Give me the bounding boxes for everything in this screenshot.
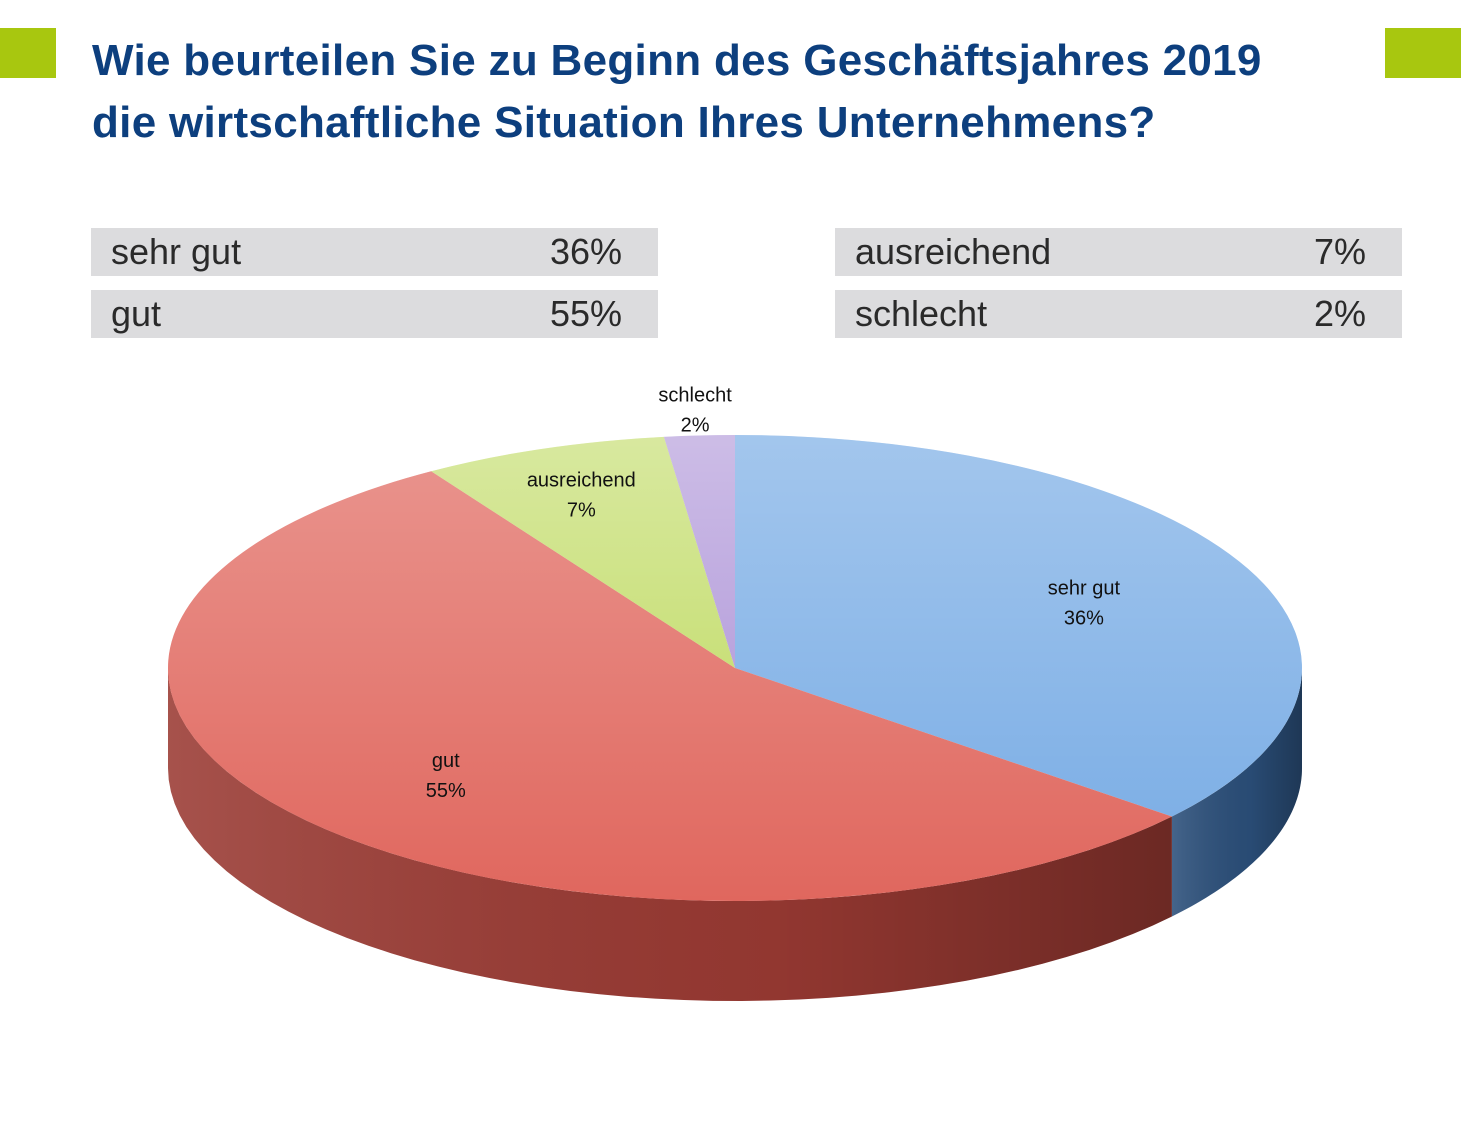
- title-line-2: die wirtschaftliche Situation Ihres Unte…: [92, 98, 1156, 147]
- data-label-category: gut: [432, 750, 460, 772]
- legend-item-schlecht: schlecht 2%: [835, 290, 1402, 338]
- legend-label: gut: [111, 293, 162, 334]
- chart-title: Wie beurteilen Sie zu Beginn des Geschäf…: [92, 30, 1382, 154]
- data-label-percent: 2%: [681, 415, 710, 437]
- pie-chart: sehr gut 36% gut 55% ausreichend 7% schlecht 2%: [168, 385, 1302, 1001]
- accent-bar-left: [0, 28, 56, 78]
- legend-label: ausreichend: [855, 231, 1052, 272]
- title-line-1: Wie beurteilen Sie zu Beginn des Geschäf…: [92, 36, 1262, 85]
- pie-slice-gloss-ausreichend: [431, 436, 735, 668]
- data-label-category: sehr gut: [1048, 578, 1121, 600]
- legend-value: 55%: [549, 293, 622, 334]
- data-label-ausreichend: ausreichend 7%: [527, 470, 636, 522]
- legend-label: schlecht: [855, 293, 988, 334]
- data-label-category: ausreichend: [527, 470, 636, 492]
- pie-slice-gloss-sehr-gut: [735, 435, 1302, 817]
- data-label-sehr-gut: sehr gut 36%: [1048, 578, 1121, 630]
- legend-label: sehr gut: [111, 231, 242, 272]
- pie-slice-gloss-gut: [168, 471, 1172, 901]
- data-label-percent: 7%: [567, 500, 596, 522]
- data-label-category: schlecht: [658, 385, 732, 407]
- data-label-gut: gut 55%: [426, 750, 466, 802]
- legend-item-sehr-gut: sehr gut 36%: [91, 228, 658, 276]
- legend-value: 36%: [549, 231, 622, 272]
- legend-item-ausreichend: ausreichend 7%: [835, 228, 1402, 276]
- data-label-schlecht: schlecht 2%: [658, 385, 732, 437]
- pie-side-shade-gut: [168, 668, 1172, 1001]
- accent-bar-right: [1385, 28, 1461, 78]
- data-label-percent: 55%: [426, 780, 466, 802]
- pie-side-shade-sehr-gut: [1171, 668, 1302, 917]
- data-label-percent: 36%: [1064, 608, 1104, 630]
- pie-slice-gloss-schlecht: [663, 435, 735, 668]
- legend-value: 2%: [1313, 293, 1366, 334]
- legend-item-gut: gut 55%: [91, 290, 658, 338]
- legend-value: 7%: [1313, 231, 1366, 272]
